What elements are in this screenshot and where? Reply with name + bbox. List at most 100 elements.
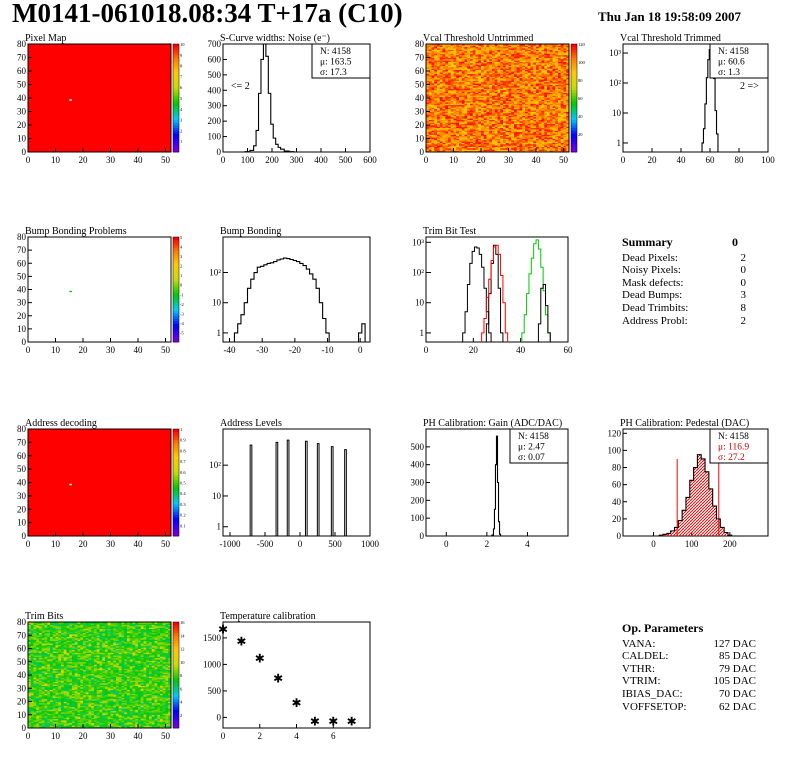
vcal-untrimmed-cell bbox=[453, 45, 457, 48]
vcal-untrimmed-cell bbox=[486, 56, 490, 58]
vcal-untrimmed-cell bbox=[442, 138, 446, 141]
vcal-untrimmed-cell bbox=[497, 146, 501, 149]
vcal-untrimmed-cell bbox=[560, 75, 564, 77]
vcal-untrimmed-cell bbox=[563, 64, 567, 66]
vcal-untrimmed-cell bbox=[558, 119, 562, 122]
vcal-untrimmed-cell bbox=[514, 100, 518, 103]
vcal-untrimmed-cell bbox=[426, 53, 430, 56]
vcal-untrimmed-cell bbox=[558, 69, 562, 72]
vcal-untrimmed-cell bbox=[503, 65, 507, 68]
vcal-untrimmed-cell bbox=[527, 73, 531, 76]
vcal-untrimmed-cell bbox=[486, 119, 490, 122]
vcal-untrimmed-cell bbox=[456, 98, 460, 100]
vcal-untrimmed-cell bbox=[439, 44, 443, 46]
vcal-untrimmed-cell bbox=[558, 118, 562, 120]
address-decoding-colorbar-segment bbox=[173, 514, 179, 518]
vcal-untrimmed-cell bbox=[525, 81, 529, 84]
trim-bits-cell bbox=[33, 705, 37, 708]
address-levels-peak bbox=[316, 443, 320, 536]
vcal-untrimmed-cell bbox=[522, 104, 526, 107]
vcal-untrimmed-cell bbox=[541, 92, 545, 95]
trim-bits-cell bbox=[30, 652, 34, 655]
vcal-untrimmed-cell bbox=[481, 133, 485, 135]
vcal-untrimmed-cell bbox=[525, 77, 529, 80]
vcal-untrimmed-cell bbox=[470, 96, 474, 99]
vcal-untrimmed-cell bbox=[549, 114, 553, 116]
address-decoding-colorbar-label: 0.8 bbox=[180, 448, 186, 453]
vcal-untrimmed-cell bbox=[555, 120, 559, 123]
vcal-untrimmed-cell bbox=[505, 66, 509, 69]
vcal-untrimmed-cell bbox=[489, 44, 493, 46]
vcal-untrimmed-cell bbox=[486, 69, 490, 72]
vcal-untrimmed-cell bbox=[478, 66, 482, 69]
vcal-untrimmed-cell bbox=[459, 92, 463, 95]
vcal-untrimmed-cell bbox=[472, 119, 476, 122]
vcal-untrimmed-cell bbox=[563, 95, 567, 98]
vcal-untrimmed-cell bbox=[431, 76, 435, 79]
vcal-untrimmed-cell bbox=[541, 69, 545, 72]
vcal-untrimmed-cell bbox=[478, 80, 482, 83]
vcal-untrimmed-cell bbox=[467, 98, 471, 100]
vcal-untrimmed-cell bbox=[464, 115, 468, 118]
vcal-untrimmed-cell bbox=[467, 114, 471, 116]
vcal-untrimmed-cell bbox=[442, 119, 446, 122]
vcal-untrimmed-cell bbox=[439, 106, 443, 108]
vcal-untrimmed-cell bbox=[483, 135, 487, 138]
vcal-untrimmed-cell bbox=[497, 141, 501, 143]
vcal-untrimmed-cell bbox=[483, 83, 487, 85]
vcal-untrimmed-cell bbox=[492, 137, 496, 139]
vcal-untrimmed-cell bbox=[536, 81, 540, 84]
vcal-untrimmed-cell bbox=[558, 133, 562, 135]
vcal-untrimmed-cell bbox=[426, 88, 430, 91]
vcal-untrimmed-cell bbox=[428, 110, 432, 112]
vcal-untrimmed-cell bbox=[475, 87, 479, 89]
vcal-untrimmed-cell bbox=[549, 137, 553, 139]
vcal-untrimmed-cell bbox=[560, 60, 564, 62]
vcal-untrimmed-cell bbox=[428, 56, 432, 58]
vcal-untrimmed-cell bbox=[450, 138, 454, 141]
vcal-untrimmed-cell bbox=[538, 98, 542, 100]
vcal-untrimmed-cell bbox=[456, 126, 460, 129]
vcal-untrimmed-cell bbox=[552, 56, 556, 58]
vcal-untrimmed-cell bbox=[511, 79, 515, 81]
pixel-map-colorbar-segment bbox=[173, 95, 179, 99]
vcal-untrimmed-cell bbox=[522, 73, 526, 76]
vcal-untrimmed-cell bbox=[522, 127, 526, 130]
vcal-untrimmed-cell bbox=[563, 89, 567, 92]
vcal-untrimmed-cell bbox=[536, 89, 540, 92]
vcal-untrimmed-cell bbox=[566, 57, 570, 60]
vcal-untrimmed-cell bbox=[439, 98, 443, 100]
vcal-untrimmed-cell bbox=[489, 112, 493, 115]
trim-bits-cell bbox=[28, 675, 32, 677]
trim-bits-cell bbox=[33, 632, 37, 635]
vcal-untrimmed-cell bbox=[448, 130, 452, 133]
trim-bits-cell bbox=[33, 640, 37, 643]
vcal-untrimmed-cell bbox=[525, 76, 529, 79]
vcal-untrimmed-cell bbox=[426, 106, 430, 108]
vcal-untrimmed-cell bbox=[536, 126, 540, 129]
pixel-map-colorbar-label: 1 bbox=[180, 139, 182, 144]
vcal-untrimmed-cell bbox=[492, 115, 496, 118]
vcal-untrimmed-cell bbox=[530, 80, 534, 83]
vcal-untrimmed-cell bbox=[563, 79, 567, 81]
vcal-untrimmed-cell bbox=[530, 60, 534, 62]
vcal-untrimmed-cell bbox=[453, 129, 457, 131]
vcal-untrimmed-cell bbox=[481, 110, 485, 112]
vcal-untrimmed-cell bbox=[552, 84, 556, 87]
vcal-untrimmed-cell bbox=[508, 125, 512, 127]
vcal-untrimmed-cell bbox=[503, 119, 507, 122]
trim-bits-cell bbox=[28, 708, 32, 710]
vcal-untrimmed-cell bbox=[508, 93, 512, 96]
vcal-untrimmed-cell bbox=[456, 145, 460, 147]
vcal-untrimmed-cell bbox=[494, 108, 498, 111]
vcal-untrimmed-cell bbox=[483, 93, 487, 96]
vcal-untrimmed-cell bbox=[525, 87, 529, 89]
vcal-untrimmed-cell bbox=[549, 143, 553, 146]
vcal-untrimmed-cell bbox=[511, 76, 515, 79]
vcal-untrimmed-cell bbox=[470, 127, 474, 130]
vcal-untrimmed-cell bbox=[467, 145, 471, 147]
vcal-untrimmed-cell bbox=[497, 104, 501, 107]
vcal-untrimmed-cell bbox=[547, 95, 551, 98]
vcal-untrimmed-cell bbox=[450, 98, 454, 100]
vcal-untrimmed-cell bbox=[555, 54, 559, 57]
